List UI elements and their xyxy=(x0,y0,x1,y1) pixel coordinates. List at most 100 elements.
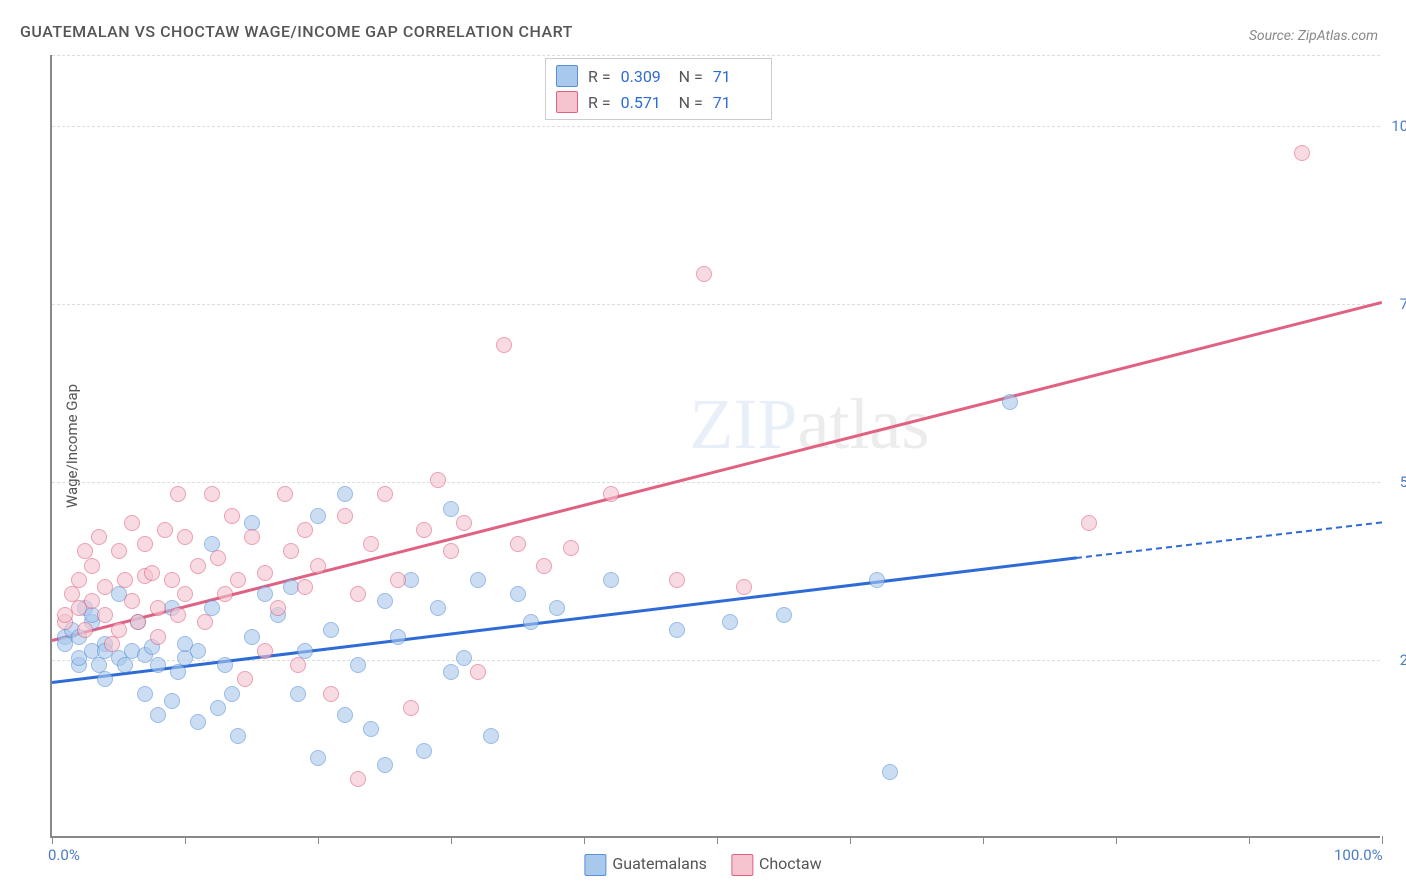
scatter-point xyxy=(337,508,353,524)
scatter-point xyxy=(190,558,206,574)
watermark-thin: atlas xyxy=(797,384,929,464)
scatter-point xyxy=(882,764,898,780)
scatter-point xyxy=(722,614,738,630)
scatter-point xyxy=(190,714,206,730)
gridline xyxy=(52,304,1380,305)
scatter-point xyxy=(117,657,133,673)
scatter-point xyxy=(124,515,140,531)
scatter-point xyxy=(549,600,565,616)
gridline xyxy=(52,482,1380,483)
scatter-point xyxy=(603,572,619,588)
scatter-point xyxy=(237,671,253,687)
scatter-point xyxy=(403,700,419,716)
scatter-point xyxy=(337,486,353,502)
scatter-point xyxy=(337,707,353,723)
legend-swatch xyxy=(556,65,578,87)
scatter-point xyxy=(563,540,579,556)
legend-n-label: N = xyxy=(679,67,703,86)
scatter-point xyxy=(210,700,226,716)
legend-n-value: 71 xyxy=(713,93,761,112)
scatter-point xyxy=(377,593,393,609)
source-label: Source: ZipAtlas.com xyxy=(1249,28,1378,44)
legend-item: Guatemalans xyxy=(584,854,707,876)
scatter-point xyxy=(377,757,393,773)
scatter-point xyxy=(470,572,486,588)
scatter-point xyxy=(117,572,133,588)
scatter-point xyxy=(177,586,193,602)
scatter-point xyxy=(1002,394,1018,410)
scatter-point xyxy=(603,486,619,502)
legend-swatch xyxy=(584,854,606,876)
scatter-point xyxy=(430,600,446,616)
x-tick xyxy=(1249,836,1250,844)
y-tick-label: 50.0% xyxy=(1400,473,1406,491)
trendline xyxy=(52,301,1383,642)
scatter-point xyxy=(97,671,113,687)
scatter-point xyxy=(443,664,459,680)
scatter-point xyxy=(456,515,472,531)
x-tick xyxy=(52,836,53,844)
scatter-point xyxy=(483,728,499,744)
scatter-point xyxy=(283,543,299,559)
legend-n-value: 71 xyxy=(713,67,761,86)
plot-area: ZIPatlas 25.0%50.0%75.0%100.0%0.0%100.0% xyxy=(50,55,1380,838)
scatter-point xyxy=(150,600,166,616)
scatter-point xyxy=(350,771,366,787)
legend-label: Choctaw xyxy=(759,854,822,873)
scatter-point xyxy=(111,543,127,559)
x-tick xyxy=(318,836,319,844)
scatter-point xyxy=(869,572,885,588)
scatter-point xyxy=(443,543,459,559)
scatter-point xyxy=(217,657,233,673)
correlation-legend: R =0.309N =71R =0.571N =71 xyxy=(545,58,772,120)
trendline xyxy=(1076,521,1382,559)
scatter-point xyxy=(297,522,313,538)
scatter-point xyxy=(363,721,379,737)
scatter-point xyxy=(150,657,166,673)
legend-r-label: R = xyxy=(588,67,611,86)
scatter-point xyxy=(363,536,379,552)
scatter-point xyxy=(669,572,685,588)
chart-container: GUATEMALAN VS CHOCTAW WAGE/INCOME GAP CO… xyxy=(0,0,1406,892)
scatter-point xyxy=(104,636,120,652)
x-tick xyxy=(185,836,186,844)
scatter-point xyxy=(310,750,326,766)
scatter-point xyxy=(523,614,539,630)
scatter-point xyxy=(536,558,552,574)
scatter-point xyxy=(144,565,160,581)
legend-r-value: 0.309 xyxy=(621,67,669,86)
scatter-point xyxy=(290,686,306,702)
scatter-point xyxy=(270,600,286,616)
scatter-point xyxy=(71,572,87,588)
series-legend: Guatemalans Choctaw xyxy=(584,854,821,876)
scatter-point xyxy=(77,622,93,638)
scatter-point xyxy=(277,486,293,502)
scatter-point xyxy=(443,501,459,517)
legend-row: R = 0.309 N = 71 xyxy=(556,63,761,89)
scatter-point xyxy=(150,629,166,645)
scatter-point xyxy=(137,536,153,552)
scatter-point xyxy=(510,536,526,552)
scatter-point xyxy=(244,629,260,645)
scatter-point xyxy=(224,686,240,702)
scatter-point xyxy=(1081,515,1097,531)
scatter-point xyxy=(496,337,512,353)
x-tick-label: 100.0% xyxy=(1334,846,1383,864)
scatter-point xyxy=(124,593,140,609)
x-tick xyxy=(1116,836,1117,844)
gridline xyxy=(52,126,1380,127)
x-tick xyxy=(1382,836,1383,844)
scatter-point xyxy=(210,550,226,566)
scatter-point xyxy=(470,664,486,680)
scatter-point xyxy=(377,486,393,502)
scatter-point xyxy=(350,657,366,673)
scatter-point xyxy=(350,586,366,602)
scatter-point xyxy=(177,529,193,545)
scatter-point xyxy=(323,686,339,702)
legend-label: Guatemalans xyxy=(612,854,707,873)
scatter-point xyxy=(111,622,127,638)
scatter-point xyxy=(310,558,326,574)
scatter-point xyxy=(323,622,339,638)
gridline xyxy=(52,55,1380,56)
scatter-point xyxy=(164,693,180,709)
